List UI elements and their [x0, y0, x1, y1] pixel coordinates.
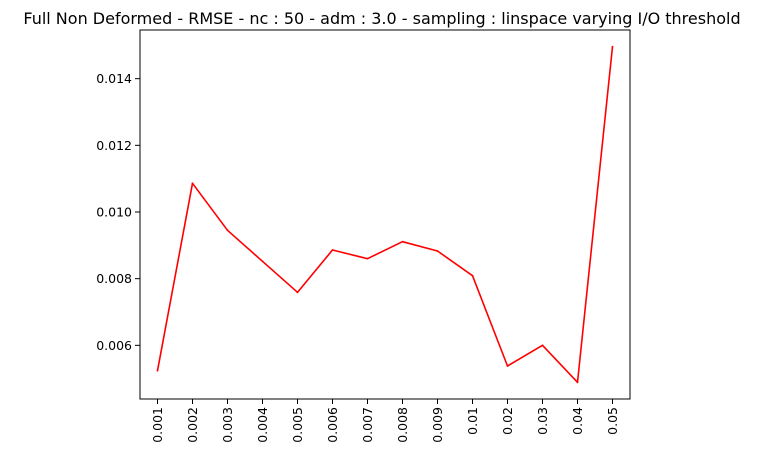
- x-tick-label: 0.008: [395, 407, 410, 443]
- y-tick-label: 0.014: [96, 71, 132, 86]
- data-point: [401, 240, 404, 243]
- data-point: [156, 369, 159, 372]
- data-point: [261, 260, 264, 263]
- x-tick-label: 0.009: [430, 407, 445, 443]
- data-point: [436, 250, 439, 252]
- x-tick-label: 0.04: [570, 407, 585, 435]
- y-tick-label: 0.012: [96, 138, 132, 153]
- x-axis: 0.001 0.002 0.003 0.004 0.005 0.006 0.007 0.008…: [150, 399, 620, 443]
- x-tick-label: 0.002: [185, 407, 200, 443]
- data-point: [366, 257, 369, 260]
- x-tick-label: 0.005: [290, 407, 305, 443]
- plot-area: [139, 29, 631, 400]
- data-point: [471, 274, 474, 277]
- x-tick-label: 0.01: [465, 407, 480, 435]
- data-point: [191, 182, 194, 185]
- x-tick-label: 0.006: [325, 407, 340, 443]
- y-tick-label: 0.008: [96, 271, 132, 286]
- data-point: [226, 229, 229, 232]
- x-tick-label: 0.004: [255, 407, 270, 443]
- x-tick-label: 0.05: [605, 407, 620, 435]
- series-line: [156, 46, 614, 384]
- y-tick-label: 0.010: [96, 205, 132, 220]
- chart-title: Full Non Deformed - RMSE - nc : 50 - adm…: [23, 9, 740, 28]
- data-point: [576, 381, 579, 384]
- x-tick-label: 0.02: [500, 407, 515, 435]
- x-tick-label: 0.007: [360, 407, 375, 443]
- x-tick-label: 0.003: [220, 407, 235, 443]
- y-tick-label: 0.006: [96, 338, 132, 353]
- x-tick-label: 0.001: [150, 407, 165, 443]
- data-point: [611, 45, 614, 48]
- data-point: [541, 344, 544, 347]
- x-tick-label: 0.03: [535, 407, 550, 435]
- y-axis: 0.006 0.008 0.010 0.012 0.014: [96, 71, 140, 353]
- data-point: [296, 291, 299, 294]
- data-point: [331, 249, 334, 251]
- series-group: [156, 45, 614, 384]
- data-point: [506, 365, 509, 367]
